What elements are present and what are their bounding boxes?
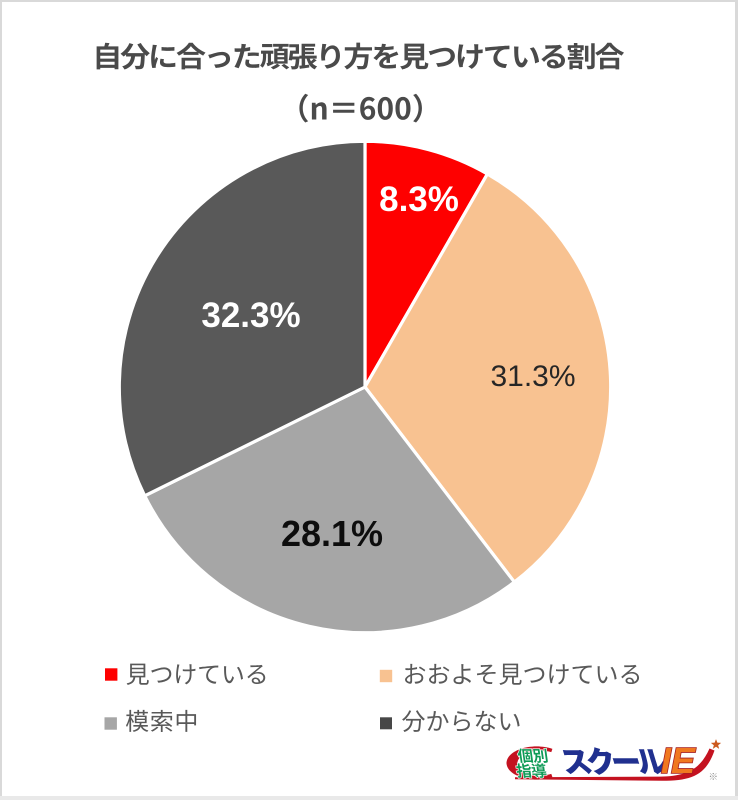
svg-text:8.3%: 8.3% (379, 180, 459, 219)
svg-text:IE: IE (661, 740, 696, 781)
svg-text:31.3%: 31.3% (490, 360, 575, 393)
svg-text:32.3%: 32.3% (201, 296, 300, 335)
svg-text:28.1%: 28.1% (281, 513, 383, 554)
